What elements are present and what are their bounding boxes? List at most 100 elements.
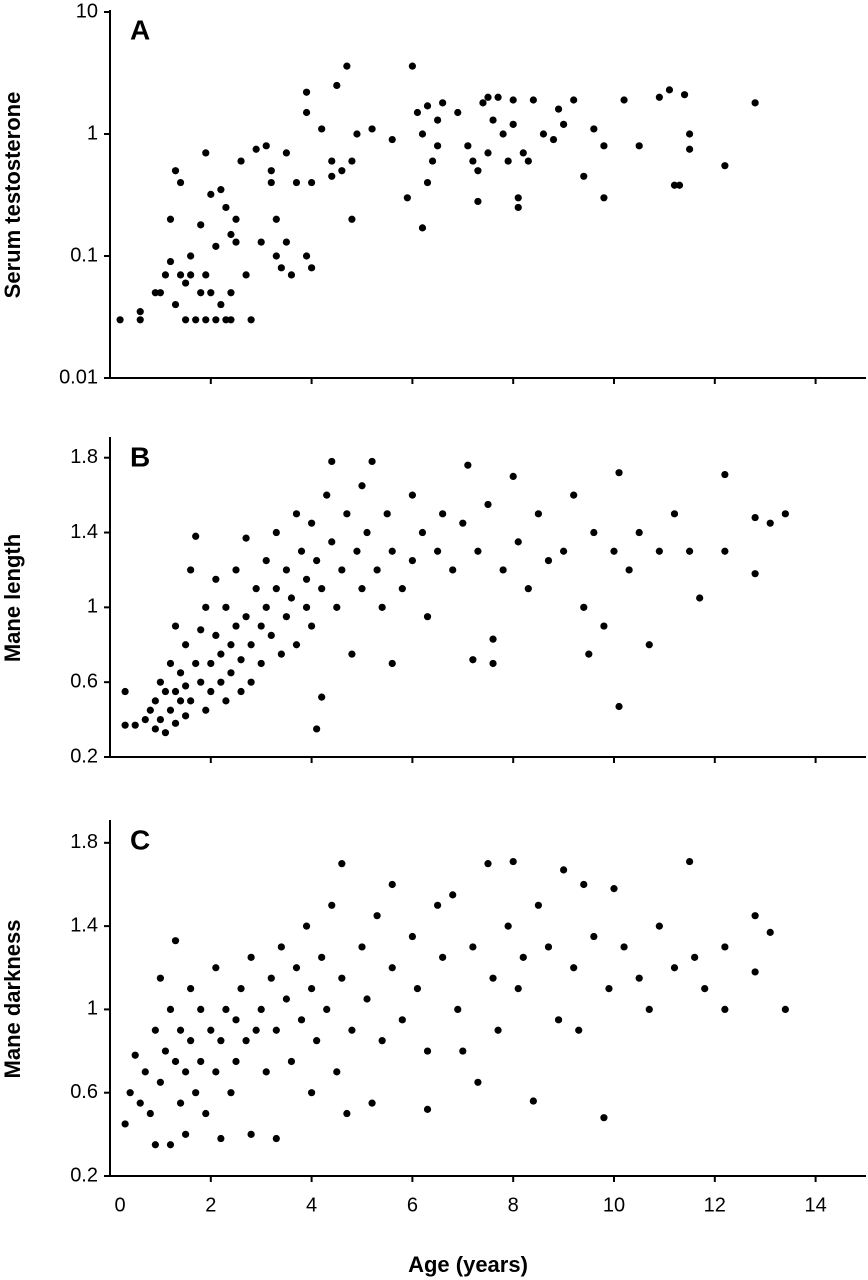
point — [575, 1026, 583, 1034]
point — [197, 289, 205, 297]
point — [459, 1047, 467, 1055]
point — [388, 880, 396, 889]
point — [454, 108, 462, 117]
point — [378, 603, 386, 611]
point — [635, 974, 643, 982]
point — [686, 547, 694, 555]
point — [554, 105, 563, 113]
point — [182, 279, 190, 287]
point — [509, 96, 517, 104]
point — [176, 271, 185, 279]
point — [519, 149, 527, 157]
point — [272, 252, 280, 260]
point — [272, 585, 280, 593]
point — [197, 1005, 205, 1014]
point — [207, 190, 215, 198]
point — [600, 142, 608, 150]
y-tick-label: 0.01 — [59, 366, 98, 388]
point — [333, 81, 341, 90]
point — [121, 687, 129, 696]
point — [519, 953, 527, 961]
point — [287, 1057, 296, 1066]
point — [413, 984, 422, 993]
point — [655, 922, 663, 930]
point — [227, 316, 235, 324]
point — [751, 99, 759, 107]
point — [202, 706, 210, 714]
point — [484, 93, 492, 101]
point — [207, 289, 215, 297]
point — [308, 178, 316, 187]
point — [166, 257, 175, 266]
point — [171, 1057, 180, 1066]
point — [434, 142, 442, 150]
point — [308, 1089, 316, 1097]
x-tick-label: 4 — [306, 1194, 317, 1216]
point — [721, 1005, 729, 1014]
point — [151, 1141, 159, 1149]
y-axis-label: Mane darkness — [0, 920, 25, 1079]
point — [418, 130, 427, 138]
point — [192, 532, 200, 540]
y-tick-label: 1.4 — [70, 914, 98, 936]
point — [474, 547, 482, 555]
point — [121, 1120, 129, 1128]
point — [600, 622, 608, 630]
point — [434, 547, 442, 555]
point — [227, 230, 235, 239]
point — [696, 594, 704, 602]
point — [131, 721, 139, 729]
point — [217, 650, 225, 658]
point — [434, 901, 442, 909]
point — [171, 300, 180, 309]
point — [323, 491, 331, 499]
point — [297, 547, 306, 555]
point — [554, 1016, 563, 1024]
point — [388, 964, 396, 972]
point — [282, 566, 290, 574]
point — [217, 1134, 225, 1143]
point — [217, 678, 225, 686]
point — [645, 1005, 653, 1014]
point — [610, 547, 618, 555]
point — [166, 706, 175, 714]
point — [247, 678, 255, 686]
point — [721, 470, 729, 479]
point — [242, 534, 250, 542]
point — [469, 157, 477, 165]
point — [267, 167, 275, 175]
point — [202, 149, 210, 157]
point — [151, 725, 159, 733]
point — [751, 513, 759, 522]
point — [610, 885, 618, 893]
point — [262, 142, 270, 150]
point — [766, 519, 774, 527]
point — [207, 687, 215, 696]
point — [428, 157, 437, 165]
point — [161, 687, 170, 696]
point — [318, 125, 326, 133]
point — [308, 519, 316, 527]
point — [161, 271, 170, 279]
point — [605, 984, 613, 993]
point — [670, 510, 679, 518]
point — [398, 585, 406, 593]
point — [302, 88, 311, 96]
y-tick-label: 1 — [87, 998, 98, 1020]
point — [272, 1026, 280, 1034]
point — [252, 145, 260, 153]
point — [464, 461, 472, 469]
point — [156, 715, 164, 724]
point — [489, 659, 497, 668]
point — [156, 678, 164, 686]
point — [171, 719, 180, 727]
point — [176, 178, 185, 187]
point — [136, 316, 144, 324]
point — [539, 130, 548, 138]
point — [166, 1141, 175, 1149]
y-tick-label: 1.8 — [70, 446, 98, 468]
point — [146, 1109, 154, 1118]
point — [282, 238, 290, 246]
point — [161, 1047, 170, 1055]
point — [373, 566, 381, 574]
